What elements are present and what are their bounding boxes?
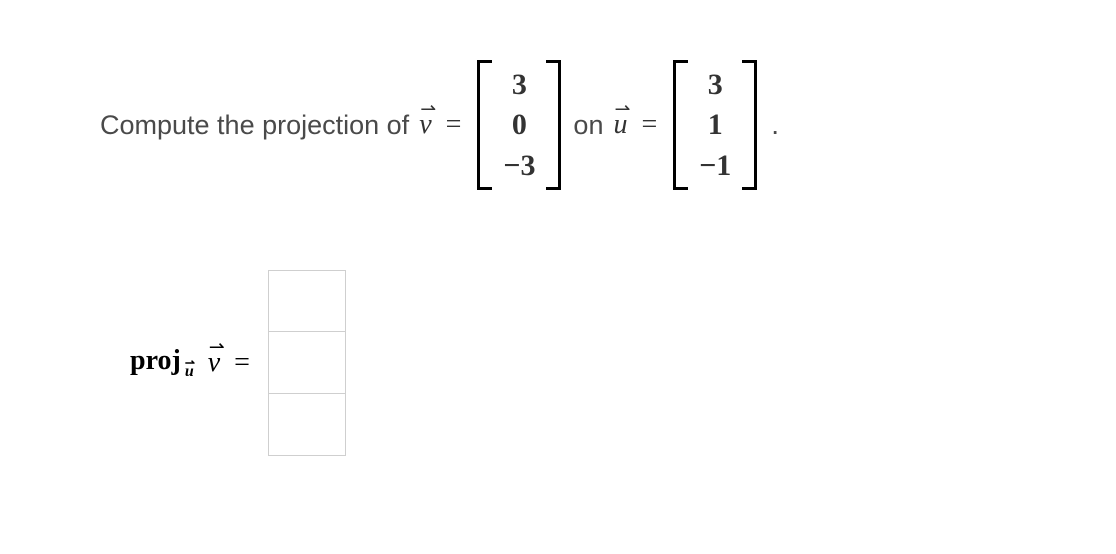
equals-2: =: [641, 109, 657, 141]
problem-statement: Compute the projection of ⇀ v = 3 0 −3 o…: [100, 60, 1016, 190]
proj-text: proj: [130, 345, 181, 376]
matrix-col: 3 1 −1: [690, 60, 740, 190]
proj-label: proj⇀u: [130, 345, 198, 381]
vector-u-matrix: 3 1 −1: [673, 60, 757, 190]
vector-arrow-icon: ⇀: [209, 336, 225, 359]
u-entry-1: 1: [698, 108, 732, 141]
u-entry-0: 3: [698, 68, 732, 101]
problem-container: Compute the projection of ⇀ v = 3 0 −3 o…: [0, 0, 1116, 516]
prefix-text: Compute the projection of: [100, 110, 409, 141]
equals-3: =: [234, 347, 250, 379]
vector-u-symbol: ⇀ u: [613, 109, 627, 141]
answer-row: proj⇀u ⇀ v =: [130, 270, 1016, 456]
u-entry-2: −1: [698, 149, 732, 182]
on-text: on: [573, 110, 603, 141]
vector-arrow-icon: ⇀: [420, 98, 436, 121]
equals-1: =: [446, 109, 462, 141]
vector-v-matrix: 3 0 −3: [477, 60, 561, 190]
answer-input-1[interactable]: [268, 332, 346, 394]
proj-main-symbol: ⇀ v: [208, 347, 220, 379]
v-entry-2: −3: [502, 149, 536, 182]
left-bracket-icon: [477, 60, 494, 190]
left-bracket-icon: [673, 60, 690, 190]
matrix-col: 3 0 −3: [494, 60, 544, 190]
vector-v-symbol: ⇀ v: [419, 109, 431, 141]
v-entry-0: 3: [502, 68, 536, 101]
vector-arrow-icon: ⇀: [185, 356, 195, 371]
answer-input-2[interactable]: [268, 394, 346, 456]
v-entry-1: 0: [502, 108, 536, 141]
vector-arrow-icon: ⇀: [614, 98, 630, 121]
right-bracket-icon: [740, 60, 757, 190]
answer-input-0[interactable]: [268, 270, 346, 332]
right-bracket-icon: [544, 60, 561, 190]
period: .: [771, 109, 779, 141]
proj-subscript: ⇀u: [185, 363, 194, 380]
answer-input-vector: [268, 270, 346, 456]
